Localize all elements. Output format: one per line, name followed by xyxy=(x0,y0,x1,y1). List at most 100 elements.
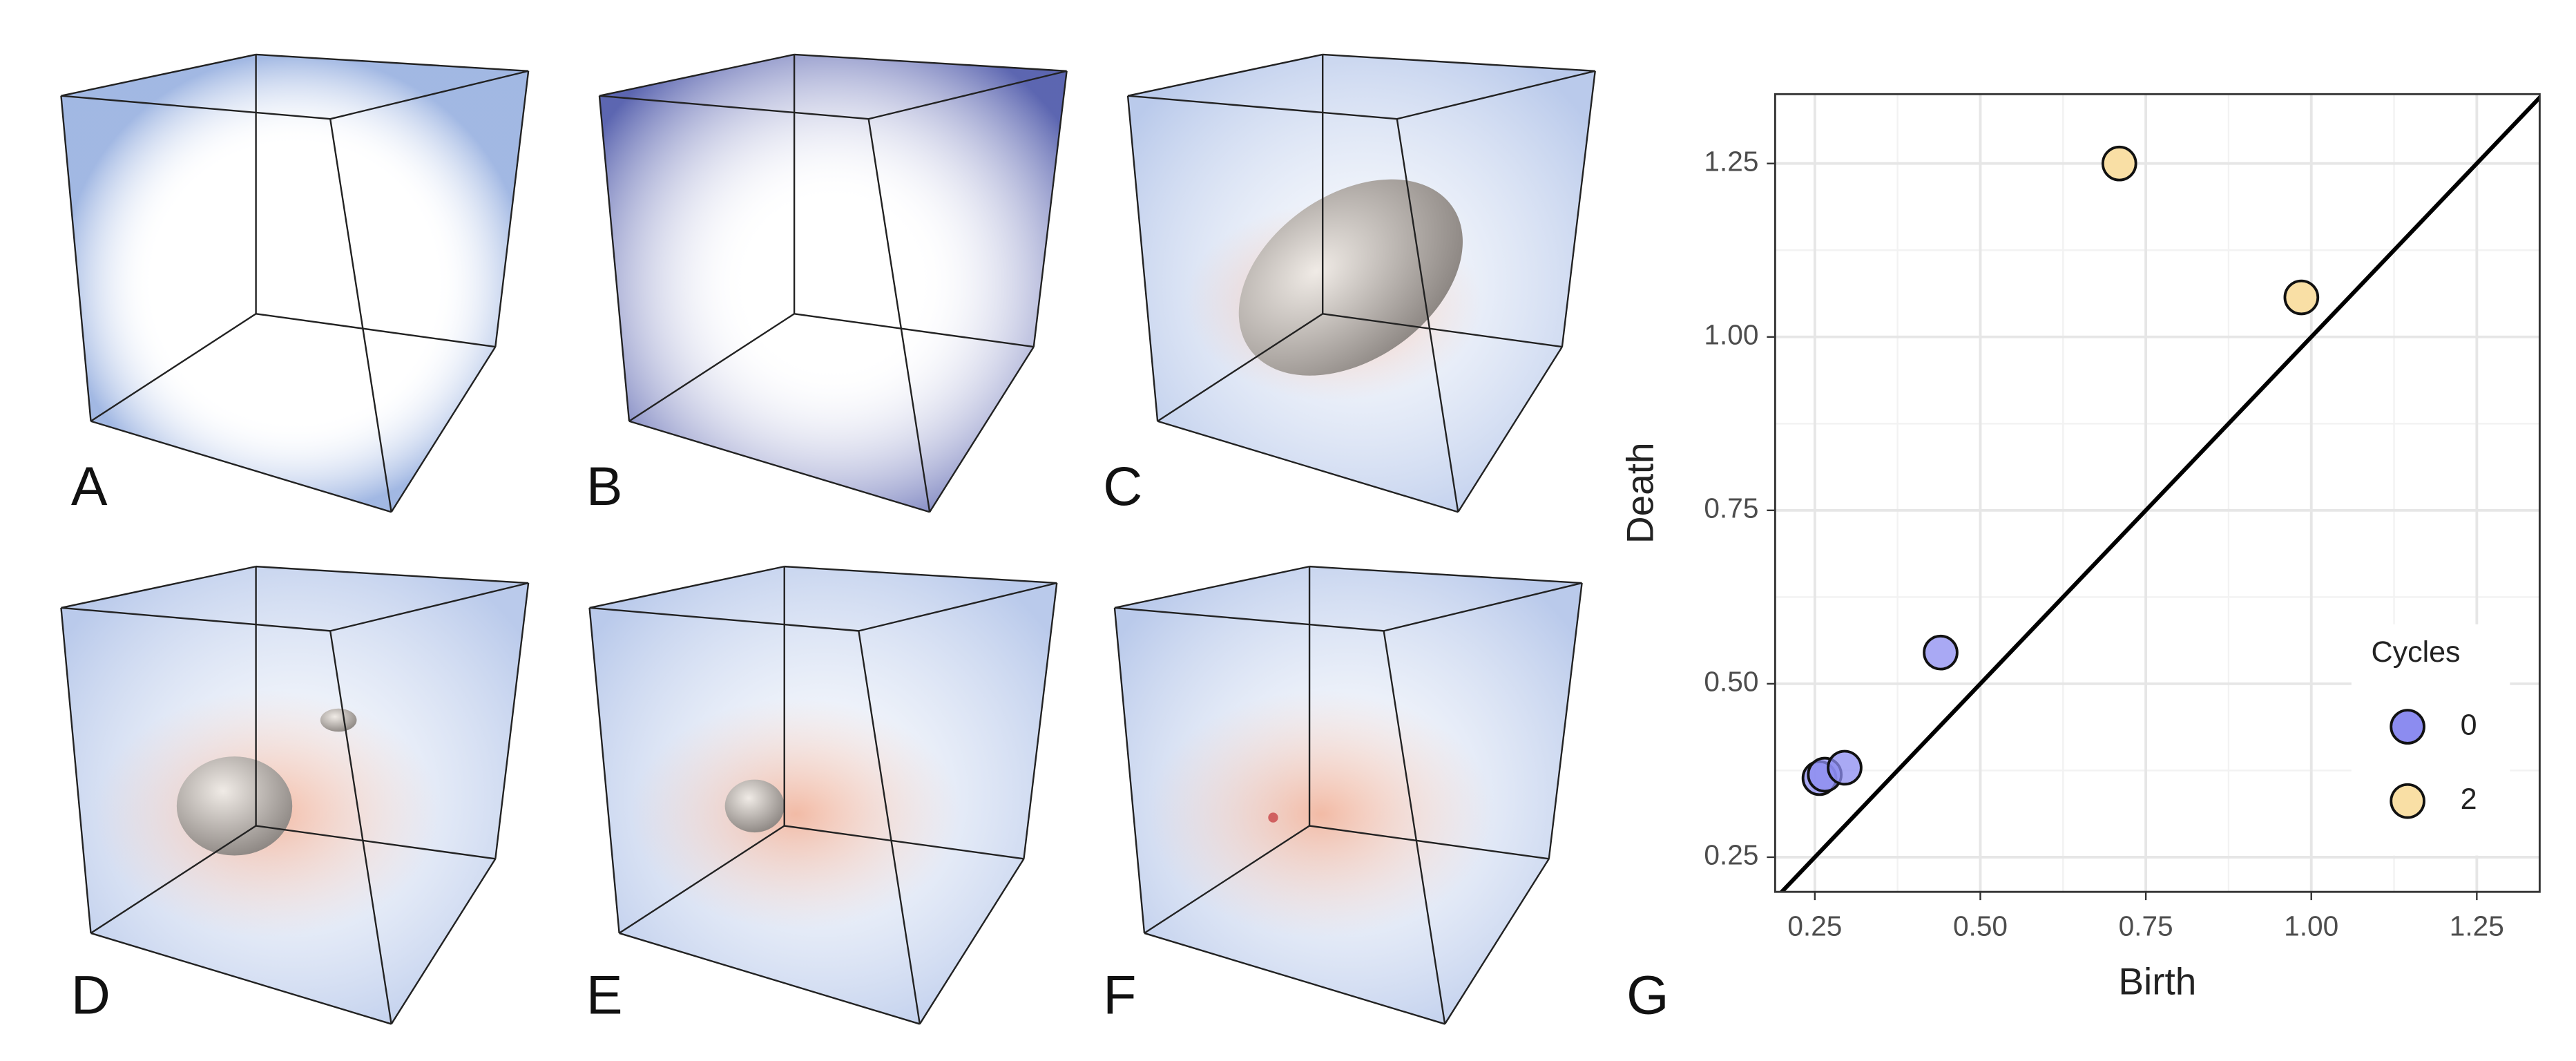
panel-label: C xyxy=(1103,456,1142,517)
cube-edge xyxy=(1126,95,1159,421)
cube-edge xyxy=(1457,346,1563,513)
legend-label: 0 xyxy=(2461,708,2477,741)
legend-label: 2 xyxy=(2461,783,2477,816)
point xyxy=(2283,279,2320,316)
cube-edge xyxy=(1157,313,1323,422)
point xyxy=(1923,634,1959,671)
cube-edge xyxy=(858,631,921,1024)
cube-edge xyxy=(90,932,392,1025)
cube xyxy=(1113,565,1583,1025)
cube-edge xyxy=(329,631,392,1024)
cube-edge xyxy=(598,95,631,421)
cube-edge xyxy=(919,858,1025,1025)
cube-edge xyxy=(1444,858,1550,1025)
warm-glow xyxy=(631,698,961,930)
panel-label: B xyxy=(586,456,623,517)
cube-edge xyxy=(60,607,92,934)
panel-label: A xyxy=(71,456,108,517)
panel-label: G xyxy=(1626,964,1669,1025)
cube-edge xyxy=(628,420,930,513)
cube-panels: A B C D E F G xyxy=(60,53,1669,1025)
isosurface xyxy=(724,779,785,833)
isosurface xyxy=(176,756,293,856)
cube-edge xyxy=(1323,53,1595,73)
cube-edge xyxy=(1114,565,1310,609)
cube-edge xyxy=(256,565,529,584)
cube-edge xyxy=(61,606,331,632)
cube-edge xyxy=(599,53,795,97)
plot-border xyxy=(1774,93,2541,893)
cube-edge xyxy=(494,582,530,859)
warm-glow xyxy=(1147,690,1494,939)
cube-edge xyxy=(858,582,1057,632)
cube-edge xyxy=(1383,582,1582,632)
cube-edge xyxy=(794,313,1034,348)
y-tick-label: 0.25 xyxy=(1704,839,1758,871)
x-tick-label: 0.25 xyxy=(1787,910,1842,941)
persistence-diagram: 0.25 0.50 0.75 1.00 1.25 0.25 0.50 0.75 1.00 1.25… xyxy=(1619,93,2541,1003)
cube-edge xyxy=(1323,313,1563,348)
cube-edge xyxy=(619,932,921,1025)
cube-edge xyxy=(90,313,257,422)
x-tick-label: 0.75 xyxy=(2119,910,2173,941)
cube-edge xyxy=(256,313,496,348)
cube-edge xyxy=(90,825,257,934)
cube-edge xyxy=(1114,606,1384,632)
cube-edge xyxy=(1383,631,1446,1024)
cube xyxy=(598,53,1068,513)
cube-edge xyxy=(61,565,256,609)
cube-edge xyxy=(256,53,529,73)
cube-edge xyxy=(588,607,620,934)
legend-marker xyxy=(2390,709,2425,745)
y-axis-label: Death xyxy=(1619,442,1662,544)
cube-edge xyxy=(867,118,931,513)
cube-edge xyxy=(61,95,331,120)
cube-edge xyxy=(589,606,859,632)
cube-edge xyxy=(1396,70,1596,120)
cube-edge xyxy=(494,70,530,347)
cube-volume xyxy=(61,54,529,513)
cube-edge xyxy=(390,858,497,1025)
cube-edge xyxy=(390,346,497,513)
cube-edge xyxy=(784,565,1057,584)
isosurface xyxy=(1238,179,1463,376)
cube-edge xyxy=(1144,825,1310,934)
legend-marker xyxy=(2390,783,2425,819)
cube-edge xyxy=(90,420,392,513)
cube-edge xyxy=(329,118,392,513)
cube-edge xyxy=(599,95,869,120)
cube-edge xyxy=(1548,582,1583,859)
x-tick-label: 0.50 xyxy=(1953,910,2008,941)
cube-edge xyxy=(329,70,529,120)
cube-volume xyxy=(599,54,1067,513)
cube-edge xyxy=(1396,118,1459,513)
cube-edge xyxy=(1309,825,1549,860)
cube-edge xyxy=(60,95,92,421)
cube-edge xyxy=(1127,53,1323,97)
point xyxy=(2101,145,2137,182)
legend-title: Cycles xyxy=(2372,635,2461,669)
isosurface xyxy=(320,708,357,732)
cube-edge xyxy=(1032,70,1068,347)
cube-edge xyxy=(256,825,496,860)
cube-edge xyxy=(1309,565,1582,584)
panel-label: E xyxy=(586,964,623,1025)
panel-label: F xyxy=(1103,964,1136,1025)
cube-edge xyxy=(1157,420,1459,513)
isosurface xyxy=(1268,812,1278,823)
cube-edge xyxy=(1113,607,1146,934)
cube xyxy=(60,565,530,1025)
x-tick-label: 1.00 xyxy=(2284,910,2338,941)
cube xyxy=(60,53,530,513)
cube xyxy=(1126,53,1596,513)
cube-edge xyxy=(329,582,529,632)
cube-edge xyxy=(1561,70,1596,347)
y-tick-label: 0.50 xyxy=(1704,666,1758,698)
y-tick-label: 1.25 xyxy=(1704,145,1758,177)
cube-edge xyxy=(628,313,795,422)
y-tick-label: 0.75 xyxy=(1704,493,1758,524)
cube-edge xyxy=(1023,582,1058,859)
panel-label: D xyxy=(71,964,110,1025)
diagonal xyxy=(1778,94,2540,892)
